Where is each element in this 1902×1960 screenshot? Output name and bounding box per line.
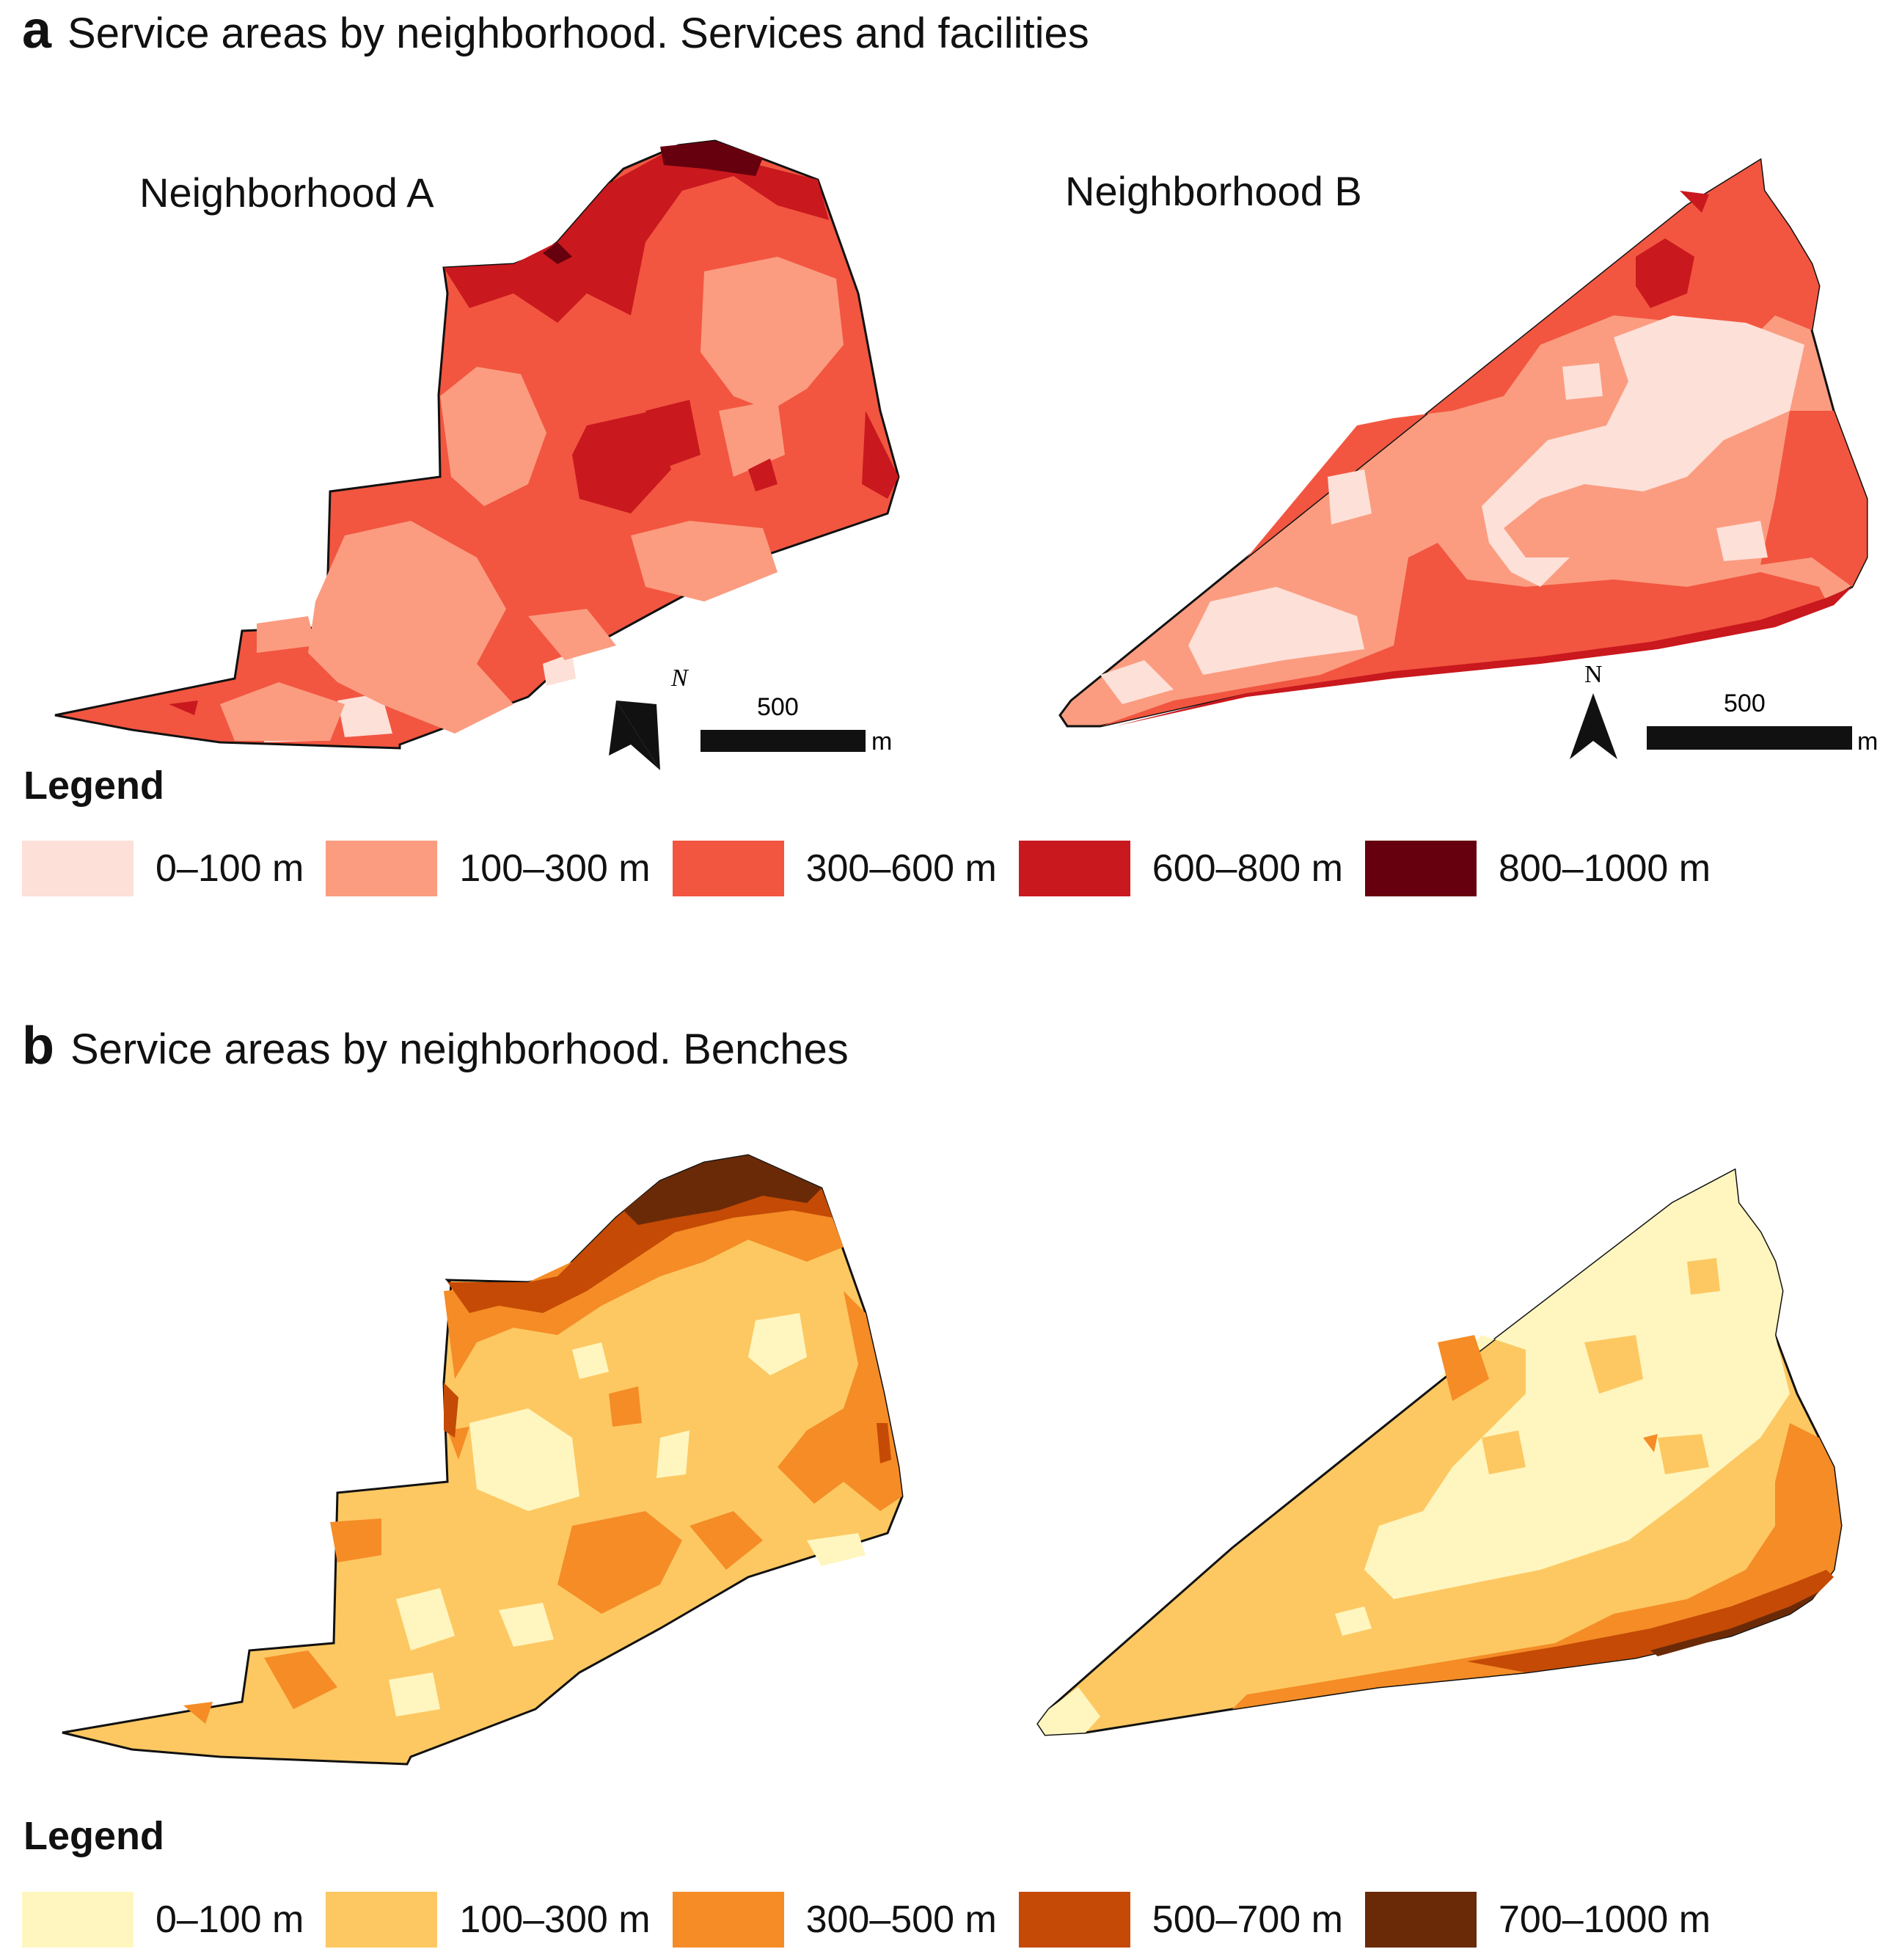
map-a-neighborhood-a [54,139,900,750]
legend-b-label: 700–1000 m [1498,1898,1711,1941]
benches-b-zones-700-1000 [1650,1592,1819,1656]
neighborhood-a-zones-600-800 [169,145,899,715]
scale-unit-a: m [871,728,892,756]
benches-b-zones-0-100 [1038,1170,1790,1735]
scale-value-b: 500 [1724,690,1766,717]
legend-b-label: 0–100 m [156,1898,304,1941]
legend-b-swatch [326,1892,438,1948]
scale-value-a: 500 [757,693,799,721]
legend-b-swatch [1018,1892,1130,1948]
legend-a-swatch [22,841,133,896]
panel-b-title: b Service areas by neighborhood. Benches [22,1016,849,1076]
legend-a-swatch [672,841,784,896]
legend-a-swatch [1018,841,1130,896]
panel-a-title-text: Service areas by neighborhood. Services … [67,10,1089,57]
legend-b-item-4: 700–1000 m [1364,1892,1711,1948]
panel-b-letter: b [22,1017,54,1075]
map-b-neighborhood-a [62,1154,904,1766]
panel-a-maps: N N 500 m 500 m [54,139,1878,770]
legend-a: 0–100 m 100–300 m 300–600 m 600–800 m 80… [22,840,1733,897]
scale-unit-b: m [1857,728,1878,756]
legend-b-swatch [672,1892,784,1948]
legend-a-item-4: 800–1000 m [1364,841,1711,896]
north-arrow-b: N [1570,661,1617,759]
legend-b-swatch [1364,1892,1477,1948]
legend-a-label: 300–600 m [805,847,997,890]
legend-b-item-2: 300–500 m [672,1892,997,1948]
legend-a-label: 800–1000 m [1498,847,1711,890]
benches-a-zones-700-1000 [623,1155,822,1225]
benches-a-zones-0-100 [389,1313,866,1716]
legend-a-item-1: 100–300 m [326,841,651,896]
panel-a-title: a Service areas by neighborhood. Services… [22,0,1089,60]
legend-b-title: Legend [23,1814,165,1858]
legend-a-item-2: 300–600 m [672,841,997,896]
panel-a-letter: a [22,1,52,59]
panel-b-maps [62,1154,1843,1766]
legend-a-label: 100–300 m [459,847,651,890]
legend-b-label: 500–700 m [1152,1898,1343,1941]
legend-a-swatch [326,841,438,896]
legend-a-item-0: 0–100 m [22,841,304,896]
benches-b-zones-500-700 [1467,1570,1834,1672]
north-label-a: N [670,665,690,692]
map-a-neighborhood-b [1058,158,1868,728]
benches-b-zones-100-300-islands [1482,1258,1720,1474]
legend-a-label: 600–800 m [1152,847,1343,890]
panel-b-title-text: Service areas by neighborhood. Benches [70,1025,849,1073]
legend-b-item-0: 0–100 m [22,1892,304,1948]
north-label-b: N [1584,661,1603,688]
legend-b-item-3: 500–700 m [1018,1892,1343,1948]
legend-b-label: 300–500 m [805,1898,997,1941]
legend-b: 0–100 m 100–300 m 300–500 m 500–700 m 70… [22,1891,1733,1948]
legend-a-title: Legend [23,764,165,808]
scale-bar-b: 500 m [1647,690,1878,756]
legend-a-label: 0–100 m [156,847,304,890]
legend-a-item-3: 600–800 m [1018,841,1343,896]
scale-bar-a: 500 m [701,693,892,756]
neighborhood-b-zones-0-100 [1100,315,1804,704]
legend-b-swatch [22,1892,133,1948]
neighborhood-b-label: Neighborhood B [1065,168,1362,214]
neighborhood-b-zones-300-600 [1071,160,1867,726]
legend-b-label: 100–300 m [459,1898,651,1941]
map-b-neighborhood-b [1036,1168,1843,1736]
neighborhood-a-label: Neighborhood A [139,169,434,216]
neighborhood-a-zones-800-1000 [543,141,763,264]
legend-b-item-1: 100–300 m [326,1892,651,1948]
neighborhood-a-zones-100-300 [220,257,844,741]
north-arrow-a: N [609,665,690,770]
legend-a-swatch [1364,841,1477,896]
neighborhood-b-zones-600-800 [1115,191,1852,726]
